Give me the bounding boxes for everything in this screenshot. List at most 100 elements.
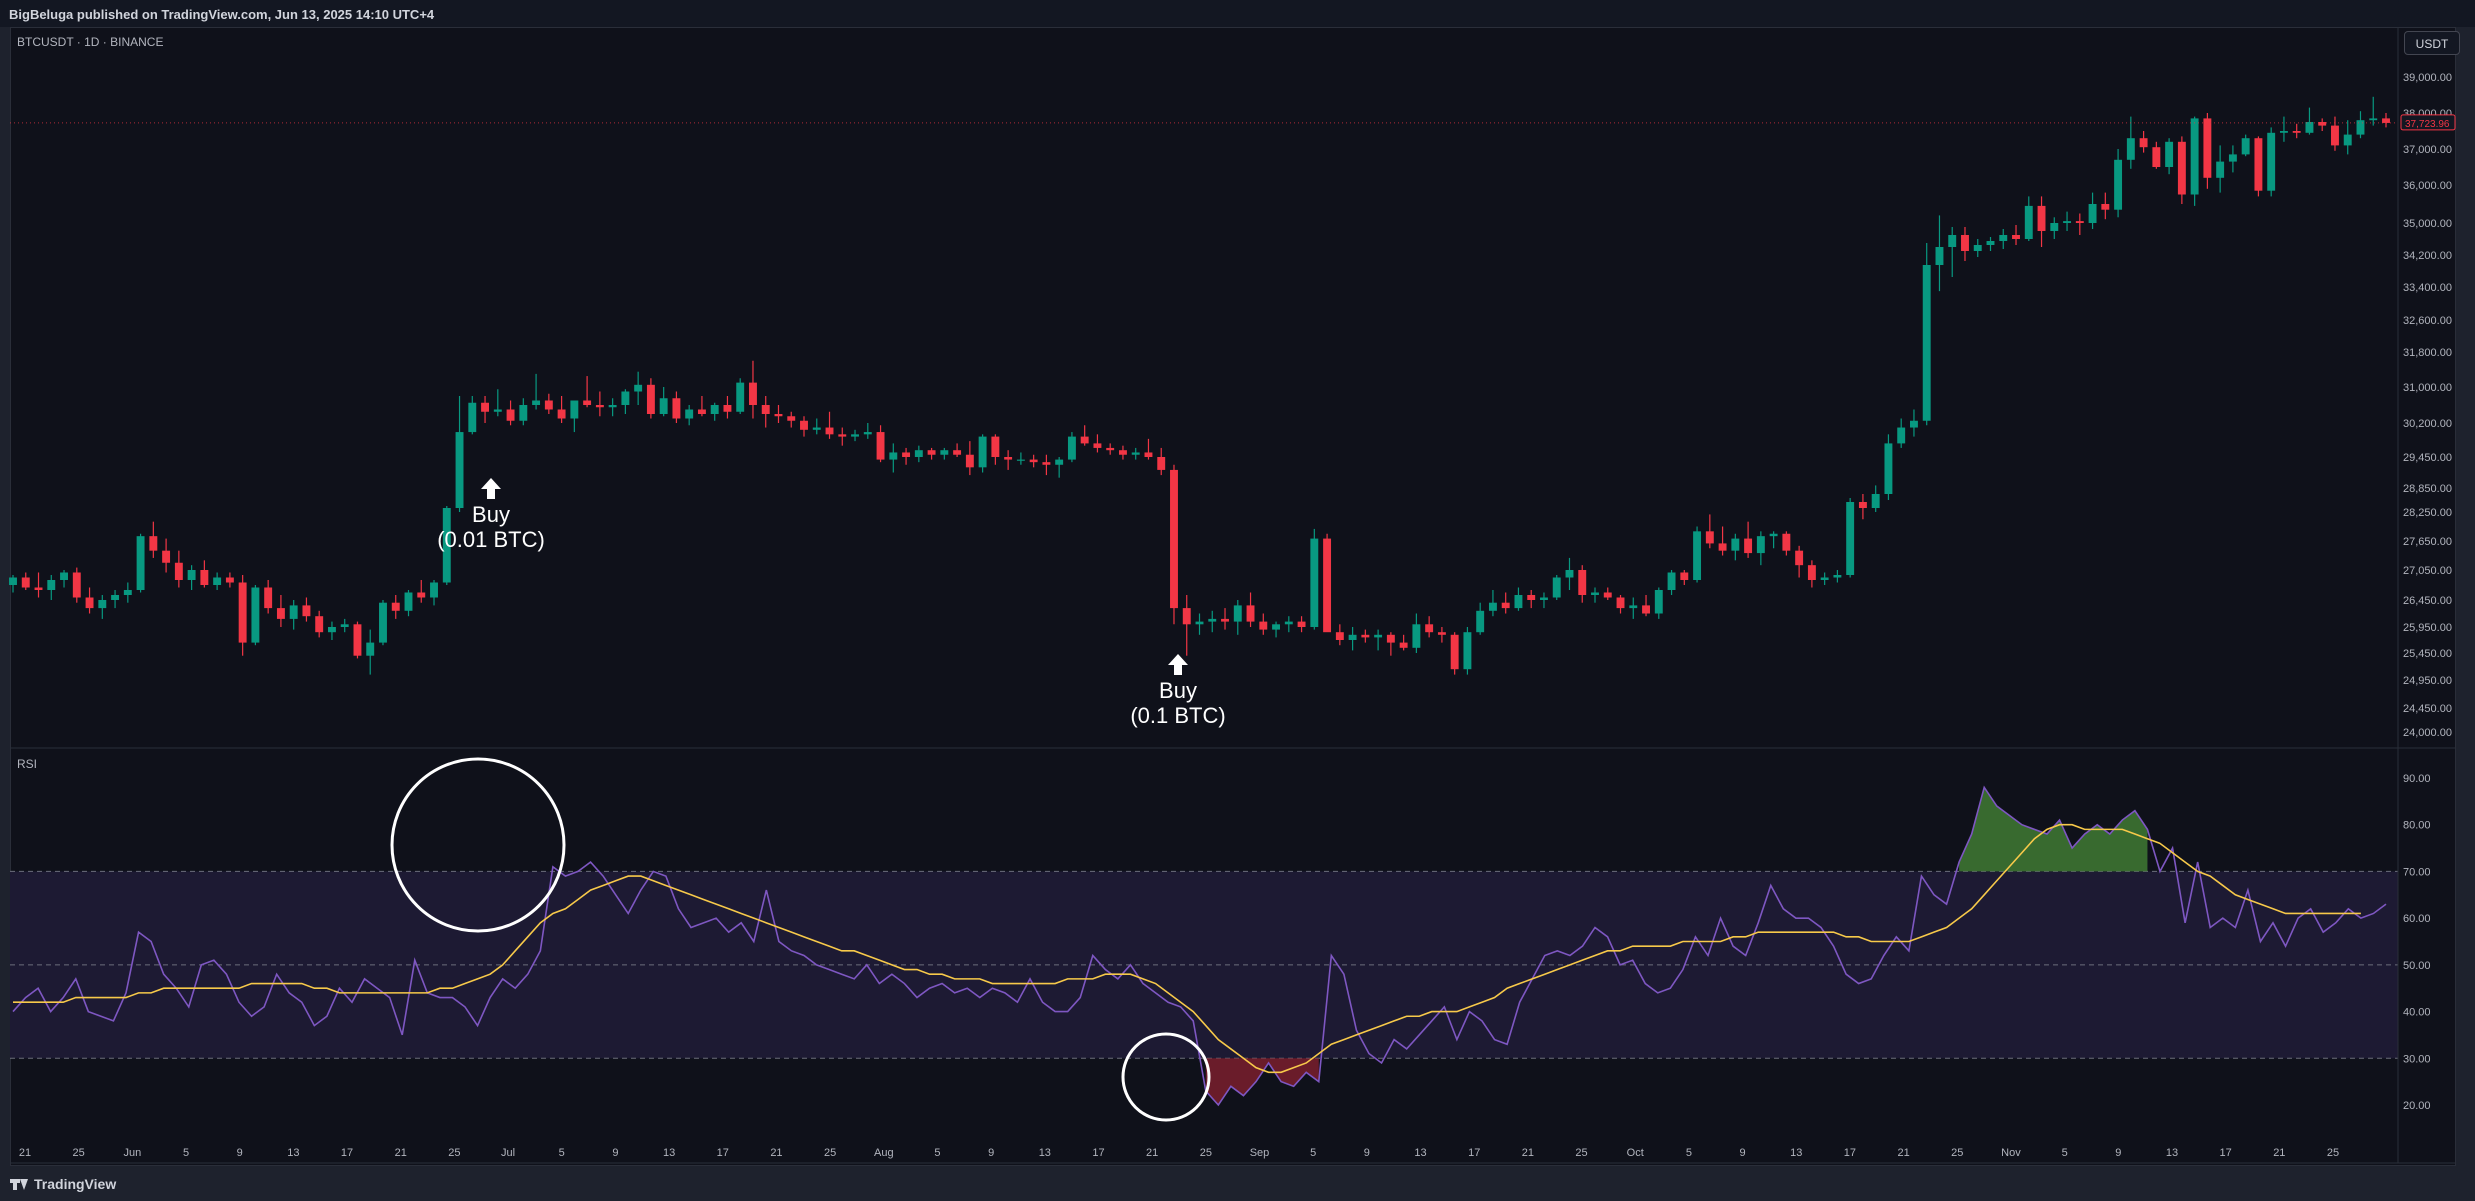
candle-body [21, 577, 30, 588]
candle-body [608, 405, 617, 408]
candle-body [276, 608, 285, 619]
rsi-tick-label: 90.00 [2403, 773, 2431, 785]
candle-body [213, 577, 222, 585]
candle-body [1335, 632, 1344, 640]
time-tick-label: 21 [1522, 1147, 1534, 1159]
candle-body [1310, 538, 1319, 627]
price-tick-label: 30,200.00 [2403, 418, 2452, 430]
candle-body [838, 434, 847, 437]
candle-body [1221, 618, 1229, 622]
currency-button[interactable]: USDT [2404, 31, 2460, 55]
candle-body [1999, 235, 2008, 241]
publisher-info: BigBeluga published on TradingView.com, … [9, 7, 435, 22]
candle-body [672, 398, 681, 419]
rsi-tick-label: 80.00 [2403, 820, 2431, 832]
candle-body [544, 400, 553, 410]
time-tick-label: 25 [73, 1147, 85, 1159]
candle-body [863, 432, 872, 435]
candle-body [595, 405, 604, 408]
candle-body [302, 605, 311, 617]
candle-body [1437, 632, 1446, 635]
candle-body [902, 452, 911, 457]
candle-body [1858, 502, 1867, 508]
candle-body [1909, 420, 1918, 428]
price-tick-label: 31,800.00 [2403, 347, 2452, 359]
candle-body [2331, 125, 2339, 146]
time-tick-label: 5 [1686, 1147, 1692, 1159]
candle-body [1042, 462, 1051, 465]
candle-body [1897, 427, 1906, 444]
candle-body [2254, 138, 2263, 191]
candle-body [1667, 572, 1676, 590]
price-tick-label: 25,450.00 [2403, 648, 2452, 660]
candle-body [787, 416, 796, 421]
candle-body [2305, 122, 2314, 133]
candle-body [2216, 161, 2225, 178]
candle-body [2101, 204, 2110, 210]
candle-body [2126, 138, 2135, 160]
candle-body [557, 409, 566, 419]
candle-body [1195, 621, 1204, 625]
candle-body [1055, 459, 1064, 465]
candle-body [1208, 618, 1217, 622]
candle-body [1476, 610, 1485, 633]
candle-body [1463, 632, 1472, 670]
time-tick-label: 9 [237, 1147, 243, 1159]
candle-body [1552, 577, 1561, 598]
top-bar: BigBeluga published on TradingView.com, … [0, 0, 2475, 27]
candle-body [1807, 565, 1816, 580]
candle-body [2343, 134, 2352, 146]
candle-body [1540, 597, 1548, 600]
rsi-tick-label: 30.00 [2403, 1053, 2431, 1065]
candle-body [1361, 634, 1370, 638]
candle-body [1080, 436, 1089, 444]
candle-body [1705, 531, 1714, 544]
candle-body [2024, 205, 2033, 239]
candle-body [264, 587, 273, 609]
candle-body [1884, 443, 1893, 494]
candle-body [47, 580, 56, 590]
candle-body [2050, 223, 2059, 231]
candle-body [2190, 118, 2199, 195]
candle-body [519, 405, 528, 421]
candle-body [2114, 159, 2123, 210]
candle-body [238, 582, 247, 643]
buy-annotation-2: Buy (0.1 BTC) [1120, 654, 1236, 728]
price-tick-label: 24,000.00 [2403, 727, 2452, 739]
candle-body [2075, 221, 2084, 223]
candle-body [2152, 147, 2161, 167]
candle-body [583, 400, 592, 405]
candle-body [379, 602, 387, 643]
candle-body [1578, 570, 1587, 595]
overbought-fill [1959, 787, 2148, 872]
candle-body [965, 454, 974, 468]
candle-body [1106, 447, 1115, 451]
tradingview-logo: TradingView [10, 1176, 116, 1192]
last-price-badge [2400, 114, 2456, 131]
candle-body [1654, 590, 1663, 614]
price-tick-label: 33,400.00 [2403, 282, 2452, 294]
time-tick-label: 13 [1039, 1147, 1051, 1159]
tradingview-logo-icon [10, 1178, 28, 1190]
oversold-fill [1205, 1058, 1319, 1105]
candle-body [1272, 624, 1281, 630]
candle-body [2037, 205, 2046, 231]
time-tick-label: 13 [2166, 1147, 2178, 1159]
candle-body [1948, 235, 1957, 247]
candle-body [1259, 621, 1268, 630]
candle-body [1616, 597, 1625, 609]
candle-body [1450, 634, 1459, 670]
candle-body [800, 420, 808, 430]
candle-body [123, 590, 132, 595]
candle-body [1527, 595, 1536, 600]
axes: 39,000.0038,000.0037,000.0036,000.0035,0… [10, 27, 2456, 1164]
up-arrow-icon [481, 478, 501, 499]
candle-body [889, 452, 898, 460]
candle-body [825, 427, 834, 435]
candle-body [1131, 452, 1140, 455]
candle-body [570, 400, 579, 419]
price-pane [9, 96, 2390, 675]
candle-body [2369, 118, 2378, 121]
price-tick-label: 31,000.00 [2403, 382, 2452, 394]
